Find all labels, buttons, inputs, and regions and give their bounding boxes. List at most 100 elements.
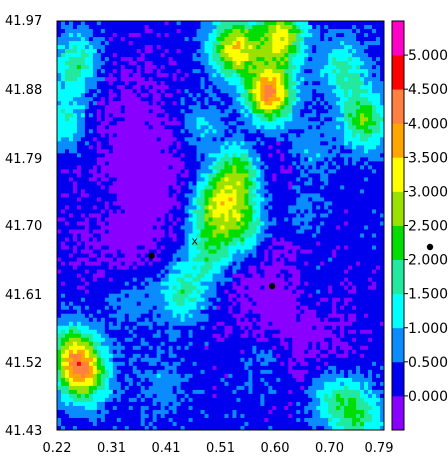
contour-cell	[64, 125, 70, 130]
contour-cell	[128, 153, 134, 158]
contour-cell	[88, 249, 94, 255]
contour-cell	[148, 417, 154, 423]
contour-cell	[156, 181, 162, 186]
contour-cell	[224, 365, 230, 371]
contour-cell	[88, 201, 94, 207]
contour-cell	[232, 393, 238, 399]
contour-cell	[132, 289, 138, 295]
contour-cell	[172, 53, 178, 58]
contour-cell	[140, 177, 146, 182]
contour-cell	[236, 57, 242, 62]
contour-cell	[68, 73, 74, 78]
contour-cell	[104, 225, 110, 231]
contour-cell	[188, 337, 194, 343]
contour-cell	[160, 321, 166, 327]
contour-cell	[164, 145, 170, 150]
contour-cell	[88, 353, 94, 359]
contour-cell	[192, 33, 198, 38]
contour-cell	[204, 381, 210, 387]
contour-cell	[196, 181, 202, 186]
contour-cell	[68, 41, 74, 46]
contour-cell	[192, 357, 198, 363]
contour-cell	[112, 417, 118, 423]
contour-cell	[140, 201, 146, 207]
contour-cell	[224, 221, 230, 227]
contour-cell	[84, 109, 90, 114]
contour-cell	[180, 109, 186, 114]
contour-cell	[80, 161, 86, 166]
contour-cell	[236, 365, 242, 371]
contour-cell	[136, 221, 142, 227]
contour-cell	[228, 273, 234, 279]
contour-cell	[220, 369, 226, 375]
contour-cell	[112, 145, 118, 150]
contour-cell	[124, 329, 130, 335]
contour-cell	[156, 345, 162, 351]
contour-cell	[88, 409, 94, 415]
contour-cell	[196, 321, 202, 327]
contour-cell	[60, 61, 66, 66]
contour-cell	[228, 385, 234, 391]
contour-cell	[216, 361, 222, 367]
contour-cell	[96, 273, 102, 279]
contour-cell	[228, 33, 234, 38]
contour-cell	[76, 249, 82, 255]
contour-cell	[180, 241, 186, 247]
contour-cell	[68, 181, 74, 186]
contour-cell	[240, 337, 246, 343]
contour-cell	[232, 361, 238, 367]
contour-cell	[100, 117, 106, 122]
contour-cell	[248, 341, 253, 347]
contour-cell	[168, 173, 174, 178]
contour-cell	[240, 289, 246, 295]
contour-cell	[212, 213, 218, 219]
contour-cell	[96, 261, 102, 267]
contour-cell	[120, 237, 126, 243]
contour-cell	[92, 209, 98, 215]
contour-cell	[196, 41, 202, 46]
contour-cell	[240, 253, 246, 259]
contour-cell	[72, 177, 78, 182]
contour-cell	[68, 401, 74, 407]
contour-cell	[228, 109, 234, 114]
contour-cell	[236, 109, 242, 114]
contour-cell	[116, 29, 122, 34]
contour-cell	[176, 173, 182, 178]
contour-cell	[136, 257, 142, 263]
contour-cell	[248, 365, 253, 371]
contour-cell	[72, 225, 78, 231]
contour-cell	[184, 105, 190, 110]
contour-cell	[248, 241, 253, 247]
contour-cell	[132, 309, 138, 315]
contour-cell	[104, 189, 110, 195]
contour-cell	[104, 337, 110, 343]
contour-cell	[228, 69, 234, 74]
contour-cell	[160, 41, 166, 46]
contour-cell	[240, 333, 246, 339]
contour-cell	[68, 273, 74, 279]
contour-cell	[136, 305, 142, 311]
contour-cell	[188, 53, 194, 58]
contour-cell	[160, 197, 166, 203]
contour-cell	[204, 129, 210, 134]
contour-cell	[164, 353, 170, 359]
contour-cell	[76, 361, 82, 367]
contour-cell	[120, 153, 126, 158]
contour-cell	[184, 277, 190, 283]
contour-cell	[188, 377, 194, 383]
contour-cell	[57, 257, 62, 263]
contour-cell	[124, 305, 130, 311]
contour-cell	[184, 161, 190, 166]
contour-cell	[128, 137, 134, 142]
contour-cell	[236, 273, 242, 279]
contour-cell	[80, 409, 86, 415]
contour-cell	[160, 261, 166, 267]
contour-cell	[172, 65, 178, 70]
contour-cell	[112, 109, 118, 114]
contour-cell	[148, 217, 154, 223]
contour-cell	[128, 401, 134, 407]
contour-cell	[244, 357, 250, 363]
contour-cell	[208, 357, 214, 363]
contour-cell	[64, 377, 70, 383]
contour-cell	[84, 25, 90, 30]
